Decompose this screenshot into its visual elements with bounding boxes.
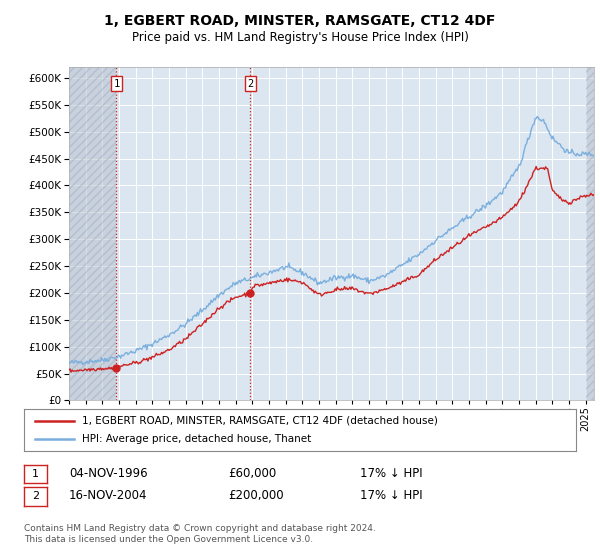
Text: 04-NOV-1996: 04-NOV-1996 [69,466,148,480]
Bar [69,67,116,400]
Text: 1, EGBERT ROAD, MINSTER, RAMSGATE, CT12 4DF: 1, EGBERT ROAD, MINSTER, RAMSGATE, CT12 … [104,14,496,28]
Text: 17% ↓ HPI: 17% ↓ HPI [360,466,422,480]
Text: 2: 2 [32,492,39,501]
Text: Price paid vs. HM Land Registry's House Price Index (HPI): Price paid vs. HM Land Registry's House … [131,31,469,44]
Text: 16-NOV-2004: 16-NOV-2004 [69,489,148,502]
Text: 1, EGBERT ROAD, MINSTER, RAMSGATE, CT12 4DF (detached house): 1, EGBERT ROAD, MINSTER, RAMSGATE, CT12 … [82,416,438,426]
Text: 17% ↓ HPI: 17% ↓ HPI [360,489,422,502]
Text: £60,000: £60,000 [228,466,276,480]
Text: 1: 1 [113,79,119,89]
Bar [586,67,594,400]
Text: Contains HM Land Registry data © Crown copyright and database right 2024.
This d: Contains HM Land Registry data © Crown c… [24,524,376,544]
Text: 1: 1 [32,469,39,479]
Text: 2: 2 [247,79,253,89]
Text: £200,000: £200,000 [228,489,284,502]
Text: HPI: Average price, detached house, Thanet: HPI: Average price, detached house, Than… [82,434,311,444]
